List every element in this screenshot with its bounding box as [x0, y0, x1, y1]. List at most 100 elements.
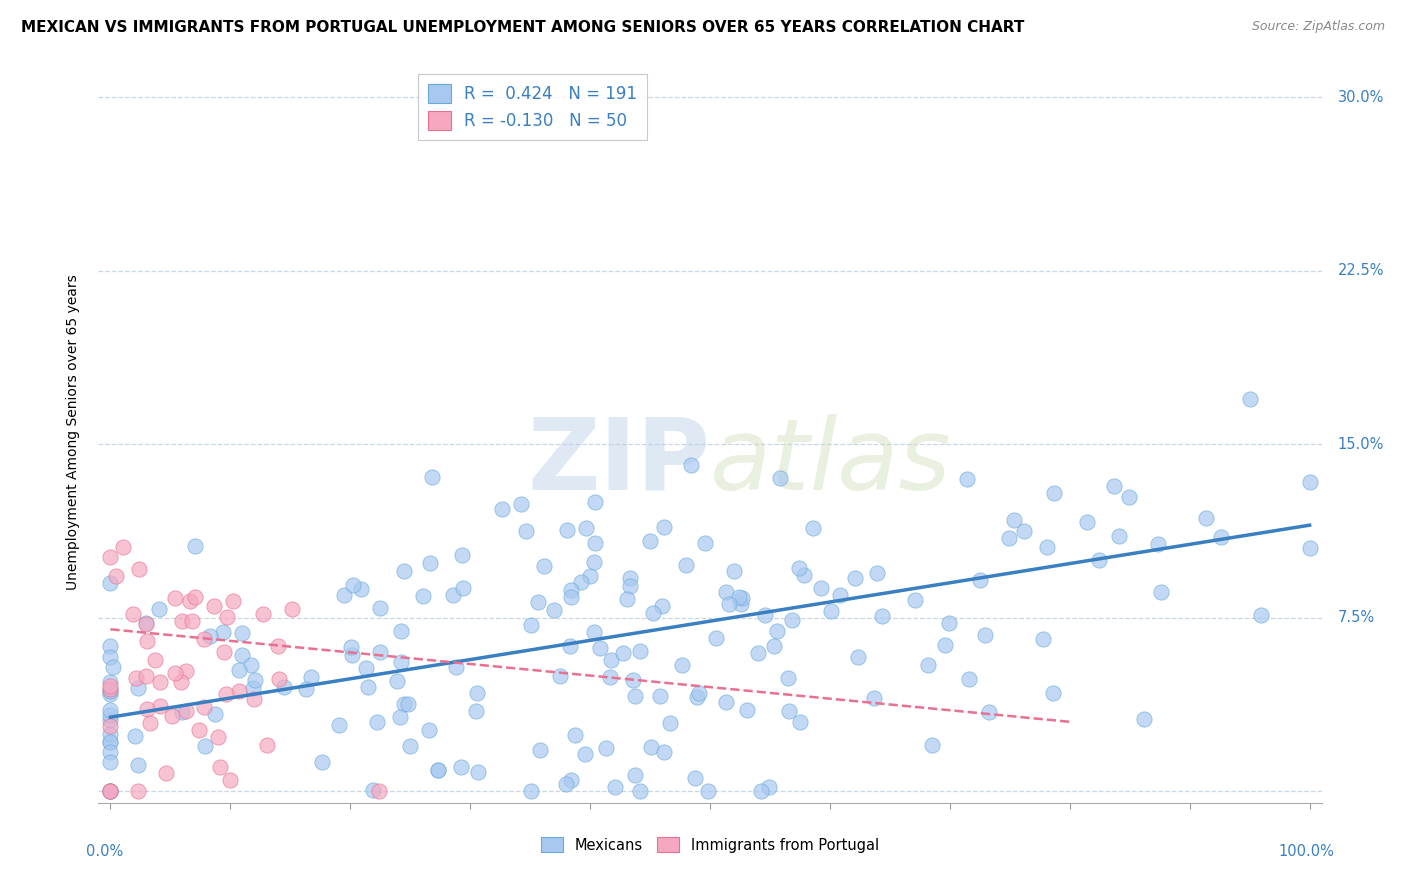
Point — [453, 581, 475, 595]
Point — [311, 755, 333, 769]
Point — [820, 604, 842, 618]
Point — [124, 671, 146, 685]
Point — [731, 591, 754, 606]
Point — [938, 615, 960, 630]
Point — [420, 470, 443, 484]
Point — [328, 718, 350, 732]
Point — [1298, 541, 1320, 555]
Point — [671, 658, 693, 673]
Point — [776, 672, 799, 686]
Point — [100, 684, 122, 698]
Text: 22.5%: 22.5% — [1337, 263, 1384, 278]
Point — [652, 745, 675, 759]
Point — [693, 536, 716, 550]
Text: 15.0%: 15.0% — [1337, 437, 1384, 451]
Point — [183, 591, 205, 605]
Point — [242, 681, 264, 695]
Point — [139, 716, 162, 731]
Point — [228, 663, 250, 677]
Point — [450, 760, 472, 774]
Point — [121, 607, 143, 621]
Point — [100, 735, 122, 749]
Point — [844, 571, 866, 585]
Point — [520, 784, 543, 798]
Point — [560, 591, 582, 605]
Point — [904, 592, 927, 607]
Point — [350, 582, 373, 597]
Point — [212, 624, 235, 639]
Point — [723, 564, 745, 578]
Text: atlas: atlas — [710, 414, 952, 511]
Point — [333, 588, 356, 602]
Point — [368, 601, 391, 615]
Point — [389, 624, 412, 638]
Point — [648, 689, 671, 703]
Point — [135, 616, 157, 631]
Point — [548, 669, 571, 683]
Point — [399, 739, 422, 753]
Point — [1133, 712, 1156, 726]
Point — [104, 569, 127, 583]
Point — [281, 602, 304, 616]
Point — [621, 673, 644, 688]
Point — [1035, 540, 1057, 554]
Point — [212, 645, 235, 659]
Point — [392, 564, 415, 578]
Point — [202, 599, 225, 613]
Point — [1104, 479, 1126, 493]
Point — [683, 771, 706, 785]
Point — [180, 614, 202, 628]
Point — [735, 703, 758, 717]
Point — [143, 653, 166, 667]
Point — [135, 669, 157, 683]
Point — [1042, 686, 1064, 700]
Point — [148, 601, 170, 615]
Point — [127, 784, 149, 798]
Point — [100, 735, 122, 749]
Point — [575, 521, 598, 535]
Point — [1043, 485, 1066, 500]
Text: 7.5%: 7.5% — [1337, 610, 1375, 625]
Point — [357, 680, 380, 694]
Point — [1298, 475, 1320, 489]
Point — [100, 703, 122, 717]
Point — [451, 549, 474, 563]
Point — [754, 608, 776, 623]
Point — [340, 640, 363, 655]
Text: Source: ZipAtlas.com: Source: ZipAtlas.com — [1251, 20, 1385, 33]
Text: 100.0%: 100.0% — [1278, 844, 1334, 858]
Point — [465, 686, 488, 700]
Point — [681, 458, 703, 472]
Point — [245, 673, 267, 687]
Point — [828, 588, 851, 602]
Point — [801, 521, 824, 535]
Point — [793, 567, 815, 582]
Point — [162, 709, 184, 723]
Point — [686, 690, 709, 704]
Point — [209, 760, 232, 774]
Point — [170, 614, 193, 628]
Point — [747, 646, 769, 660]
Point — [1149, 584, 1171, 599]
Point — [231, 648, 253, 662]
Point — [870, 608, 893, 623]
Point — [658, 716, 681, 731]
Point — [583, 535, 606, 549]
Point — [361, 782, 384, 797]
Point — [1250, 608, 1272, 623]
Point — [444, 660, 467, 674]
Point — [215, 687, 238, 701]
Point — [127, 757, 149, 772]
Point — [204, 706, 226, 721]
Point — [583, 555, 606, 569]
Point — [228, 683, 250, 698]
Point — [778, 704, 800, 718]
Point — [628, 784, 651, 798]
Point — [758, 780, 780, 794]
Point — [219, 773, 242, 788]
Point — [100, 549, 122, 564]
Legend: R =  0.424   N = 191, R = -0.130   N = 50: R = 0.424 N = 191, R = -0.130 N = 50 — [418, 74, 648, 140]
Point — [1032, 632, 1054, 646]
Point — [179, 593, 201, 607]
Point — [1239, 392, 1261, 407]
